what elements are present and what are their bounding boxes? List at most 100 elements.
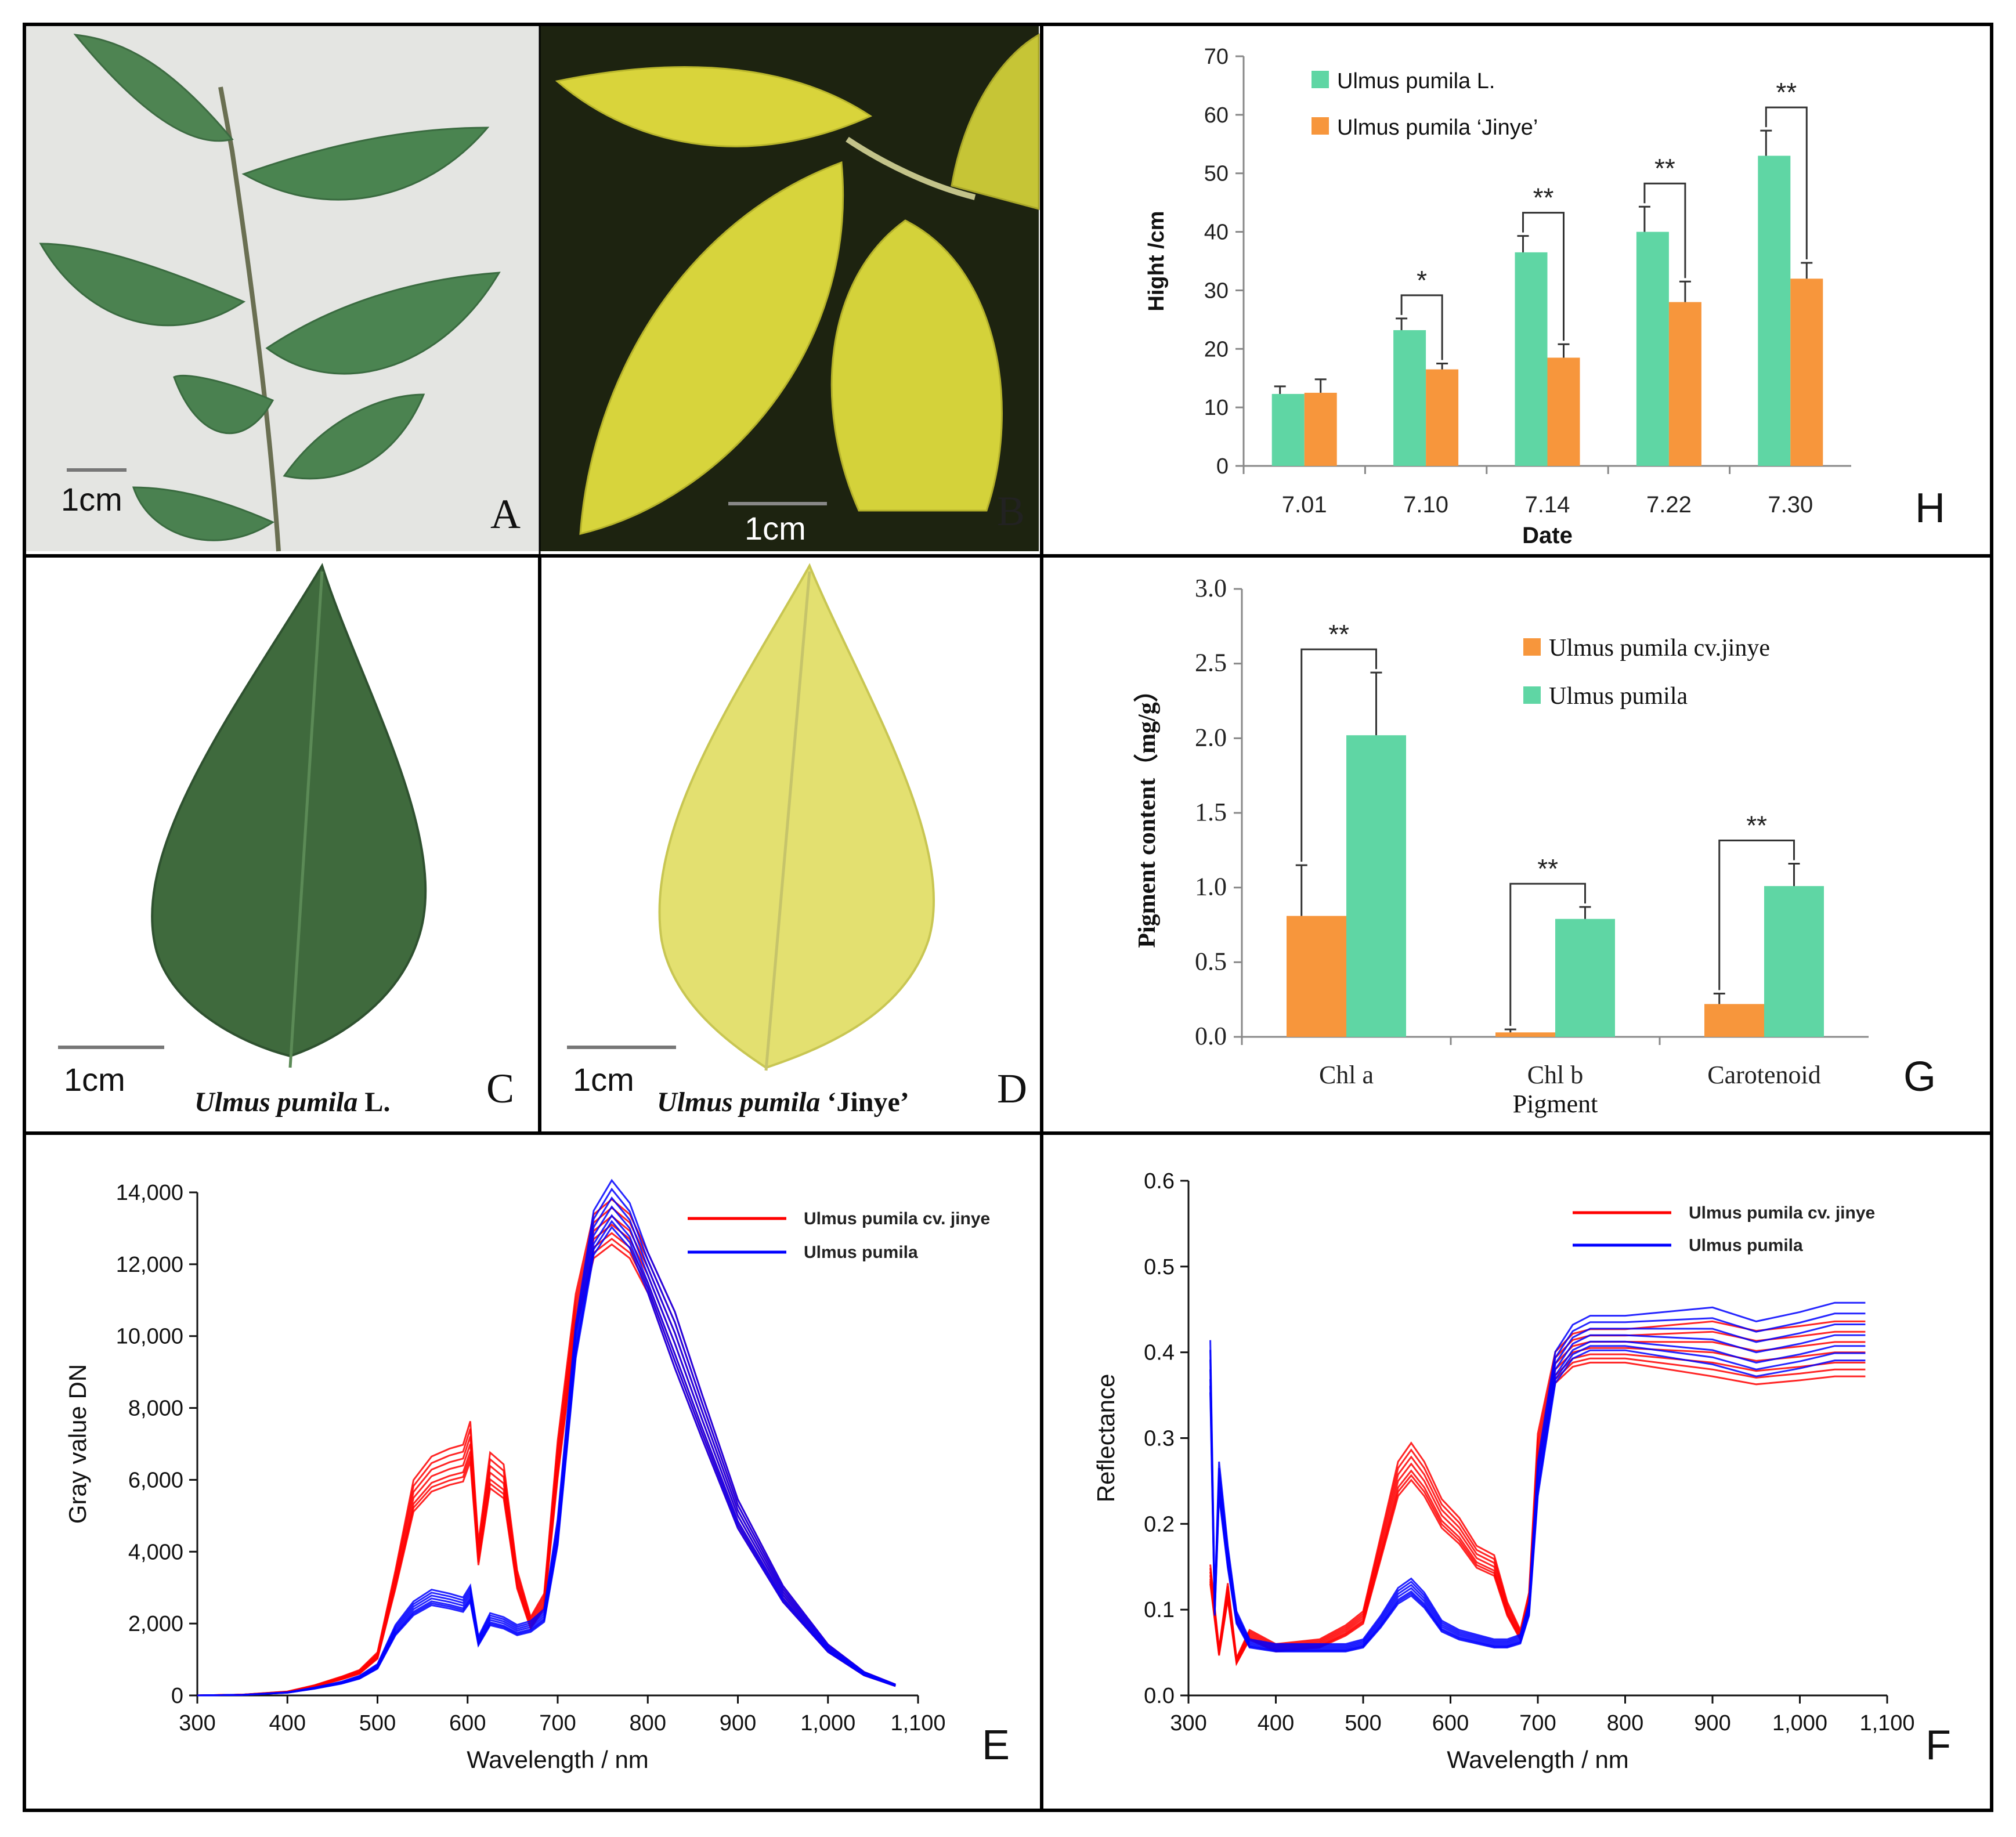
panel-letter-e: E: [982, 1722, 1010, 1769]
y-tick-label: 0: [171, 1684, 183, 1708]
chart-h: H 0 10 20 30 40 50 60 70 7.01 7.10 * 7.14 ** 7.22 ** 7.…: [1144, 45, 1945, 548]
series-replicate-line: [1209, 1323, 1866, 1648]
bar: [1704, 1004, 1764, 1037]
y-tick-label: 14,000: [116, 1181, 183, 1205]
panel-b: 1cm B: [540, 26, 1040, 551]
y-axis-title: Hight /cm: [1144, 211, 1169, 311]
series-replicate-line: [197, 1196, 896, 1697]
scale-label-d: 1cm: [573, 1061, 634, 1098]
x-tick-label: 1,100: [890, 1711, 945, 1735]
panel-letter-h: H: [1915, 485, 1945, 531]
bar: [1515, 252, 1548, 466]
y-tick-label: 0: [1216, 454, 1229, 479]
legend-label: Ulmus pumila: [804, 1243, 918, 1262]
bar: [1764, 886, 1824, 1037]
series-replicate-line: [197, 1225, 896, 1697]
series-replicate-line: [1209, 1353, 1866, 1665]
bar: [1346, 735, 1406, 1037]
series-line: [197, 1205, 896, 1697]
y-tick-label: 0.5: [1195, 947, 1227, 975]
bar: [1668, 302, 1701, 466]
panel-letter-f: F: [1925, 1722, 1951, 1769]
x-tick-label: 7.01: [1282, 492, 1327, 518]
x-tick-label: 700: [539, 1711, 576, 1735]
y-tick-label: 40: [1204, 220, 1229, 245]
y-tick-label: 0.0: [1195, 1022, 1227, 1050]
bar: [1271, 393, 1305, 466]
x-tick-label: 500: [359, 1711, 396, 1735]
x-tick-label: 400: [1258, 1711, 1294, 1735]
y-tick-label: 2.0: [1195, 723, 1227, 751]
x-tick-label: 300: [179, 1711, 215, 1735]
x-tick-label: 600: [449, 1711, 486, 1735]
y-tick-label: 70: [1204, 45, 1229, 69]
series-replicate-line: [1209, 1301, 1866, 1645]
x-axis-title: Wavelength / nm: [467, 1746, 649, 1773]
y-tick-label: 0.4: [1144, 1341, 1175, 1365]
scale-label-c: 1cm: [64, 1061, 125, 1098]
legend-label: Ulmus pumila cv. jinye: [804, 1209, 990, 1228]
photo-b-leaves: [555, 33, 1040, 535]
series-replicate-line: [197, 1220, 896, 1697]
series-replicate-line: [197, 1243, 896, 1697]
series-replicate-line: [1209, 1312, 1866, 1647]
y-tick-label: 0.1: [1144, 1598, 1175, 1622]
significance-label: *: [1417, 265, 1427, 295]
legend-swatch: [1312, 71, 1329, 88]
significance-label: **: [1537, 854, 1558, 884]
panel-letter-c: C: [486, 1065, 514, 1112]
significance-label: **: [1776, 77, 1797, 107]
x-tick-label: 1,100: [1859, 1711, 1914, 1735]
legend-label: Ulmus pumila cv.jinye: [1549, 635, 1770, 661]
legend-swatch: [1312, 117, 1329, 135]
series-replicate-line: [197, 1187, 896, 1697]
legend-label: Ulmus pumila: [1549, 683, 1688, 710]
significance-bracket: [1300, 648, 1377, 862]
y-tick-label: 10: [1204, 396, 1229, 420]
legend-label: Ulmus pumila cv. jinye: [1689, 1203, 1875, 1223]
significance-bracket: [1718, 839, 1795, 990]
bar: [1790, 279, 1823, 466]
significance-bracket: [1522, 212, 1565, 341]
significance-label: **: [1328, 619, 1349, 649]
y-tick-label: 3.0: [1195, 574, 1227, 602]
y-tick-label: 1.5: [1195, 798, 1227, 826]
y-tick-label: 10,000: [116, 1325, 183, 1349]
chart-g: G 0.0 0.5 1.0 1.5 2.0 2.5 3.0 Chl a ** Chl b ** Car…: [1133, 574, 1936, 1118]
significance-bracket: [1400, 294, 1443, 360]
panel-d: 1cm Ulmus pumila ‘Jinye’ D: [567, 563, 1027, 1118]
x-tick-label: 7.14: [1525, 492, 1570, 518]
chart-f: F 300 400 500 600 700 800 900 1,000 1,100 0.0 0.1 0…: [1092, 1169, 1951, 1773]
series-replicate-line: [197, 1232, 896, 1697]
bar: [1758, 156, 1791, 466]
significance-label: **: [1654, 153, 1675, 183]
y-tick-label: 0.2: [1144, 1512, 1175, 1536]
y-axis-title: Gray value DN: [64, 1364, 91, 1524]
y-tick-label: 4,000: [128, 1540, 183, 1564]
series-replicate-line: [197, 1214, 896, 1697]
caption-c: Ulmus pumila L.: [194, 1087, 390, 1118]
significance-bracket: [1643, 182, 1686, 279]
y-tick-label: 0.0: [1144, 1684, 1175, 1708]
x-tick-label: 7.30: [1768, 492, 1813, 518]
significance-bracket: [1765, 106, 1808, 260]
y-tick-label: 2.5: [1195, 649, 1227, 677]
series-line: [197, 1223, 896, 1697]
bar: [1495, 1032, 1555, 1037]
bar: [1304, 392, 1337, 466]
y-tick-label: 20: [1204, 337, 1229, 361]
x-axis-title: Date: [1522, 523, 1573, 548]
x-tick-label: 800: [1607, 1711, 1643, 1735]
bar: [1393, 330, 1426, 466]
caption-d: Ulmus pumila ‘Jinye’: [657, 1087, 909, 1118]
series-replicate-line: [1209, 1357, 1866, 1666]
panel-letter-d: D: [997, 1065, 1027, 1112]
x-tick-label: Chl b: [1527, 1061, 1584, 1089]
x-tick-label: Carotenoid: [1707, 1061, 1821, 1089]
x-axis-title: Pigment: [1513, 1090, 1598, 1118]
series-replicate-line: [197, 1238, 896, 1697]
panel-c: 1cm Ulmus pumila L. C: [58, 563, 514, 1118]
x-tick-label: Chl a: [1319, 1061, 1374, 1089]
panel-letter-b: B: [997, 488, 1025, 534]
bar: [1555, 918, 1615, 1037]
